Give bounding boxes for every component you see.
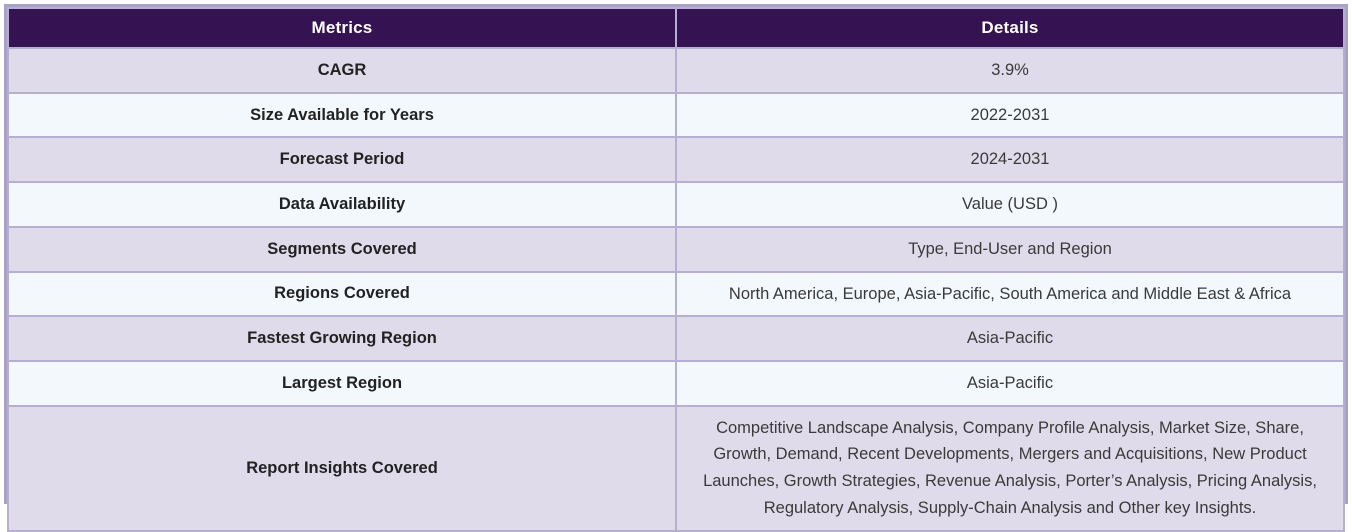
table-row: CAGR 3.9%: [7, 47, 1345, 94]
detail-cell: Type, End-User and Region: [675, 225, 1345, 273]
table-row: Forecast Period 2024-2031: [7, 136, 1345, 184]
header-row: Metrics Details: [7, 7, 1345, 49]
metric-cell: Forecast Period: [7, 136, 677, 184]
table-row: Regions Covered North America, Europe, As…: [7, 270, 1345, 318]
report-scope-table: Metrics Details CAGR 3.9% Size Available f…: [7, 7, 1345, 532]
detail-cell: 2022-2031: [675, 91, 1345, 139]
metric-cell: Regions Covered: [7, 270, 677, 318]
column-header-details: Details: [675, 7, 1345, 49]
table-row: Fastest Growing Region Asia-Pacific: [7, 315, 1345, 363]
detail-cell: 2024-2031: [675, 136, 1345, 184]
detail-cell: Competitive Landscape Analysis, Company …: [675, 404, 1345, 532]
column-header-metrics: Metrics: [7, 7, 677, 49]
metric-cell: Data Availability: [7, 181, 677, 228]
metric-cell: Size Available for Years: [7, 91, 677, 139]
report-scope-table-frame: Metrics Details CAGR 3.9% Size Available f…: [4, 4, 1348, 532]
metric-cell: Segments Covered: [7, 225, 677, 273]
table-row: Size Available for Years 2022-2031: [7, 91, 1345, 139]
detail-cell: Asia-Pacific: [675, 315, 1345, 363]
detail-cell: Value (USD ): [675, 181, 1345, 228]
detail-cell: 3.9%: [675, 47, 1345, 94]
metric-cell: CAGR: [7, 47, 677, 94]
table-row: Data Availability Value (USD ): [7, 181, 1345, 228]
table-row: Segments Covered Type, End-User and Regio…: [7, 225, 1345, 273]
detail-cell: North America, Europe, Asia-Pacific, Sou…: [675, 270, 1345, 318]
metric-cell: Fastest Growing Region: [7, 315, 677, 363]
metric-cell: Report Insights Covered: [7, 404, 677, 532]
table-row: Largest Region Asia-Pacific: [7, 360, 1345, 407]
table-row: Report Insights Covered Competitive Lands…: [7, 404, 1345, 532]
metric-cell: Largest Region: [7, 360, 677, 407]
detail-cell: Asia-Pacific: [675, 360, 1345, 407]
